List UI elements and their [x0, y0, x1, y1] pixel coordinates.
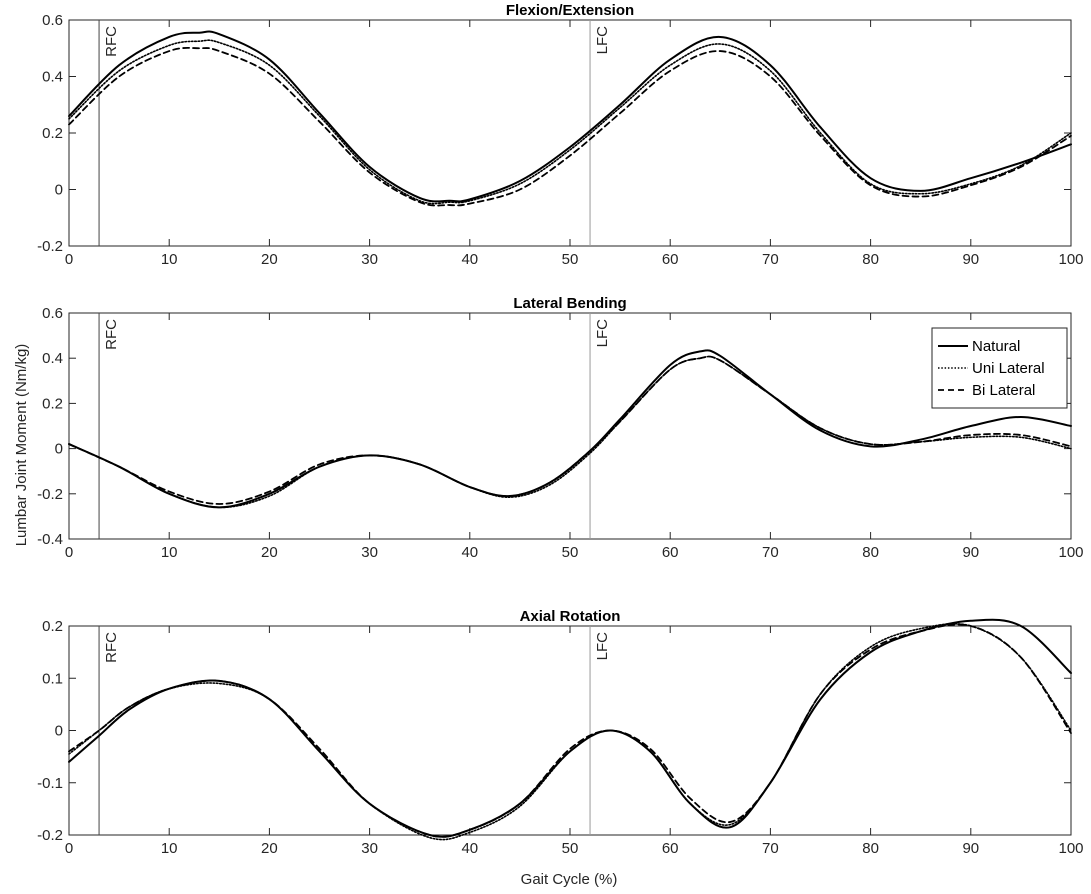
x-tick-label: 50 — [562, 544, 579, 561]
y-tick-label: 0 — [55, 723, 63, 740]
y-tick-label: 0.4 — [42, 69, 63, 86]
x-tick-label: 80 — [862, 544, 879, 561]
series-line-bi-lateral — [68, 355, 1072, 505]
x-tick-label: 30 — [361, 251, 378, 268]
legend: Natural Uni Lateral Bi Lateral — [931, 327, 1068, 409]
x-tick-label: 50 — [562, 251, 579, 268]
x-axis-label: Gait Cycle (%) — [521, 871, 618, 888]
x-tick-label: 80 — [862, 251, 879, 268]
x-tick-label: 90 — [962, 544, 979, 561]
plot-frame — [68, 19, 1072, 247]
event-label-rfc: RFC — [103, 632, 120, 663]
x-tick-label: 100 — [1058, 840, 1083, 857]
legend-label: Natural — [972, 338, 1020, 355]
y-tick-label: -0.2 — [37, 486, 63, 503]
y-tick-label: 0.6 — [42, 12, 63, 29]
x-tick-label: 0 — [65, 251, 73, 268]
x-tick-label: 40 — [461, 544, 478, 561]
x-tick-label: 100 — [1058, 251, 1083, 268]
y-axis-label: Lumbar Joint Moment (Nm/kg) — [13, 344, 30, 547]
y-tick-label: 0 — [55, 182, 63, 199]
series-line-bi-lateral — [68, 46, 1072, 207]
x-tick-label: 100 — [1058, 544, 1083, 561]
x-tick-label: 0 — [65, 544, 73, 561]
x-tick-label: 20 — [261, 251, 278, 268]
x-tick-label: 40 — [461, 840, 478, 857]
y-tick-label: 0.1 — [42, 670, 63, 687]
x-tick-label: 70 — [762, 544, 779, 561]
panel-title: Axial Rotation — [520, 608, 621, 625]
y-tick-label: 0.2 — [42, 618, 63, 635]
x-tick-label: 60 — [662, 544, 679, 561]
panel-1: Flexion/Extension 0 10 20 30 40 50 60 70 80 90 100 -… — [37, 2, 1083, 268]
event-label-lfc: LFC — [594, 319, 611, 348]
x-tick-label: 60 — [662, 251, 679, 268]
y-tick-label: -0.4 — [37, 531, 63, 548]
x-tick-label: 0 — [65, 840, 73, 857]
x-tick-label: 70 — [762, 840, 779, 857]
panel-3: Axial Rotation 0 10 20 30 40 50 60 70 80 90 100 -0.2… — [37, 608, 1083, 857]
x-tick-label: 30 — [361, 840, 378, 857]
x-tick-label: 20 — [261, 840, 278, 857]
panel-title: Lateral Bending — [513, 295, 626, 312]
event-label-lfc: LFC — [594, 632, 611, 661]
y-tick-label: 0.4 — [42, 350, 63, 367]
event-label-rfc: RFC — [103, 319, 120, 350]
event-label-lfc: LFC — [594, 26, 611, 55]
panel-2: Lateral Bending 0 10 20 30 40 50 60 70 80 90 100 -0.… — [37, 295, 1083, 561]
y-tick-label: 0.2 — [42, 395, 63, 412]
series-line-uni-lateral — [68, 39, 1072, 205]
legend-label: Uni Lateral — [972, 360, 1045, 377]
x-tick-label: 10 — [161, 251, 178, 268]
y-tick-label: -0.2 — [37, 827, 63, 844]
x-tick-label: 90 — [962, 251, 979, 268]
x-tick-label: 50 — [562, 840, 579, 857]
x-tick-label: 20 — [261, 544, 278, 561]
series-line-uni-lateral — [68, 623, 1072, 841]
y-tick-label: -0.1 — [37, 775, 63, 792]
y-tick-label: 0 — [55, 441, 63, 458]
panel-title: Flexion/Extension — [506, 2, 634, 19]
event-label-rfc: RFC — [103, 26, 120, 57]
y-tick-label: 0.2 — [42, 125, 63, 142]
legend-label: Bi Lateral — [972, 382, 1035, 399]
y-tick-label: -0.2 — [37, 238, 63, 255]
plot-frame — [68, 625, 1072, 836]
x-tick-label: 80 — [862, 840, 879, 857]
series-line-natural — [68, 30, 1072, 203]
x-tick-label: 10 — [161, 840, 178, 857]
y-tick-label: 0.6 — [42, 305, 63, 322]
x-tick-label: 30 — [361, 544, 378, 561]
x-tick-label: 10 — [161, 544, 178, 561]
x-tick-label: 90 — [962, 840, 979, 857]
series-line-bi-lateral — [68, 623, 1072, 838]
plot-frame — [68, 312, 1072, 540]
x-tick-label: 70 — [762, 251, 779, 268]
x-tick-label: 40 — [461, 251, 478, 268]
x-tick-label: 60 — [662, 840, 679, 857]
